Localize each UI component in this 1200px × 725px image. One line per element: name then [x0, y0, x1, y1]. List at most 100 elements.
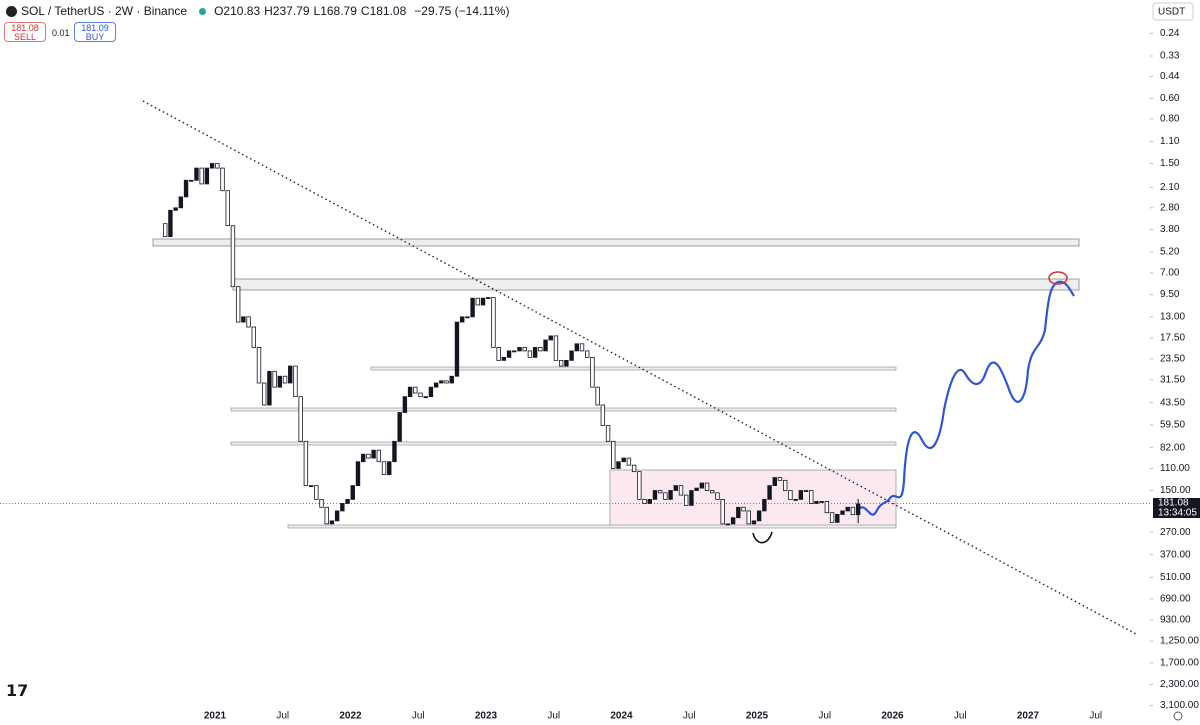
y-tick-label: 13.00: [1160, 311, 1185, 322]
candle-body: [829, 512, 835, 523]
y-tick-label: 0.80: [1160, 114, 1180, 125]
y-tick-label: 31.50: [1160, 374, 1185, 385]
symbol-header: SOL / TetherUS · 2W · Binance O210.83 H23…: [6, 4, 509, 18]
candle-body: [340, 503, 345, 512]
settings-icon[interactable]: [1173, 711, 1183, 721]
symbol: SOL / TetherUS · 2W · Binance: [21, 4, 188, 18]
y-tick-label: 2.10: [1160, 182, 1180, 193]
x-tick-label: 2026: [881, 711, 904, 722]
candle-body: [845, 506, 850, 512]
countdown: 13:34:05: [1158, 508, 1197, 519]
zone: [152, 238, 1080, 247]
candles: [163, 163, 861, 526]
candle-body: [183, 179, 189, 198]
candle-body: [204, 167, 210, 185]
x-tick-label: 2027: [1017, 711, 1040, 722]
ohlc-value: 237.79: [272, 4, 310, 18]
candle-body: [480, 297, 486, 306]
buy-price[interactable]: 181.09: [81, 23, 109, 33]
ohlc-label: O: [214, 4, 224, 18]
y-tick-label: 9.50: [1160, 289, 1180, 300]
ohlc-label: L: [313, 4, 321, 18]
x-tick-label: Jul: [547, 711, 560, 722]
candle-body: [235, 286, 241, 323]
candle-body: [491, 297, 496, 348]
candle-body: [209, 163, 215, 169]
sell-button[interactable]: 181.08 SELL: [4, 22, 46, 42]
candle-body: [522, 347, 527, 352]
y-tick-label: 1.10: [1160, 136, 1180, 147]
candle-body: [746, 510, 751, 525]
candle-body: [720, 498, 725, 525]
target-circle: [1048, 271, 1068, 285]
y-tick-label: 59.50: [1160, 419, 1185, 430]
buy-button[interactable]: 181.09 BUY: [74, 22, 116, 42]
y-tick-label: 150.00: [1160, 485, 1191, 496]
candle-body: [824, 501, 830, 514]
candle-body: [590, 356, 595, 388]
price-axis: 0.24 0.33 0.44 0.60 0.80 1.10 1.50 2.10 2.80 3.80…: [204, 28, 1199, 722]
candle-body: [282, 375, 288, 384]
tv-logo: 𝟭𝟳: [6, 683, 28, 700]
candle-body: [376, 449, 382, 463]
candle-body: [689, 490, 694, 506]
y-tick-label: 0.33: [1160, 51, 1180, 62]
candle-body: [366, 453, 371, 459]
candle-body: [418, 392, 423, 398]
candle-body: [163, 223, 168, 238]
candle-body: [334, 510, 340, 522]
candle-body: [673, 485, 678, 491]
candle-body: [538, 347, 543, 352]
candle-body: [678, 485, 684, 496]
candle-body: [616, 461, 621, 469]
candle-body: [637, 471, 642, 500]
ohlc-value: 181.08: [369, 4, 407, 18]
candle-body: [647, 498, 652, 504]
sell-price[interactable]: 181.08: [11, 23, 39, 33]
candle-body: [543, 339, 548, 352]
candle-body: [303, 440, 309, 487]
candle-body: [433, 382, 439, 388]
ohlc-label: H: [264, 4, 273, 18]
candle-body: [595, 386, 600, 406]
candle-body: [319, 498, 324, 508]
candle-body: [783, 479, 788, 491]
candle-body: [553, 335, 559, 361]
candle-body: [694, 487, 699, 491]
y-tick-label: 930.00: [1160, 615, 1191, 626]
y-tick-label: 1,250.00: [1160, 636, 1199, 647]
trendline: [142, 100, 1137, 635]
candle-body: [579, 343, 585, 352]
y-tick-label: 690.00: [1160, 594, 1191, 605]
candle-body: [809, 490, 814, 504]
candle-body: [355, 461, 361, 487]
candle-body: [475, 297, 481, 306]
level: [230, 407, 897, 412]
candle-body: [496, 347, 501, 361]
y-tick-label: 510.00: [1160, 572, 1191, 583]
candle-body: [178, 196, 184, 209]
candle-body: [840, 510, 845, 515]
bottom-mark: [752, 531, 773, 544]
currency[interactable]: USDT: [1158, 7, 1185, 18]
y-tick-label: 43.50: [1160, 397, 1185, 408]
candle-body: [423, 396, 428, 399]
candle-body: [397, 412, 402, 442]
candle-body: [189, 179, 194, 182]
x-tick-label: Jul: [412, 711, 425, 722]
sell-label[interactable]: SELL: [13, 32, 37, 42]
buy-label[interactable]: BUY: [85, 32, 105, 42]
candle-body: [241, 316, 246, 323]
y-tick-label: 110.00: [1160, 463, 1190, 474]
change: −29.75 (−14.11%): [414, 4, 510, 18]
zone: [232, 278, 1080, 291]
candle-body: [194, 167, 199, 181]
range-box: [609, 469, 897, 527]
candle-body: [835, 514, 840, 523]
candle-body: [548, 335, 553, 341]
candle-body: [454, 321, 460, 377]
candle-body: [371, 449, 376, 459]
candle-body: [668, 490, 673, 500]
currency-button[interactable]: [1152, 2, 1194, 21]
